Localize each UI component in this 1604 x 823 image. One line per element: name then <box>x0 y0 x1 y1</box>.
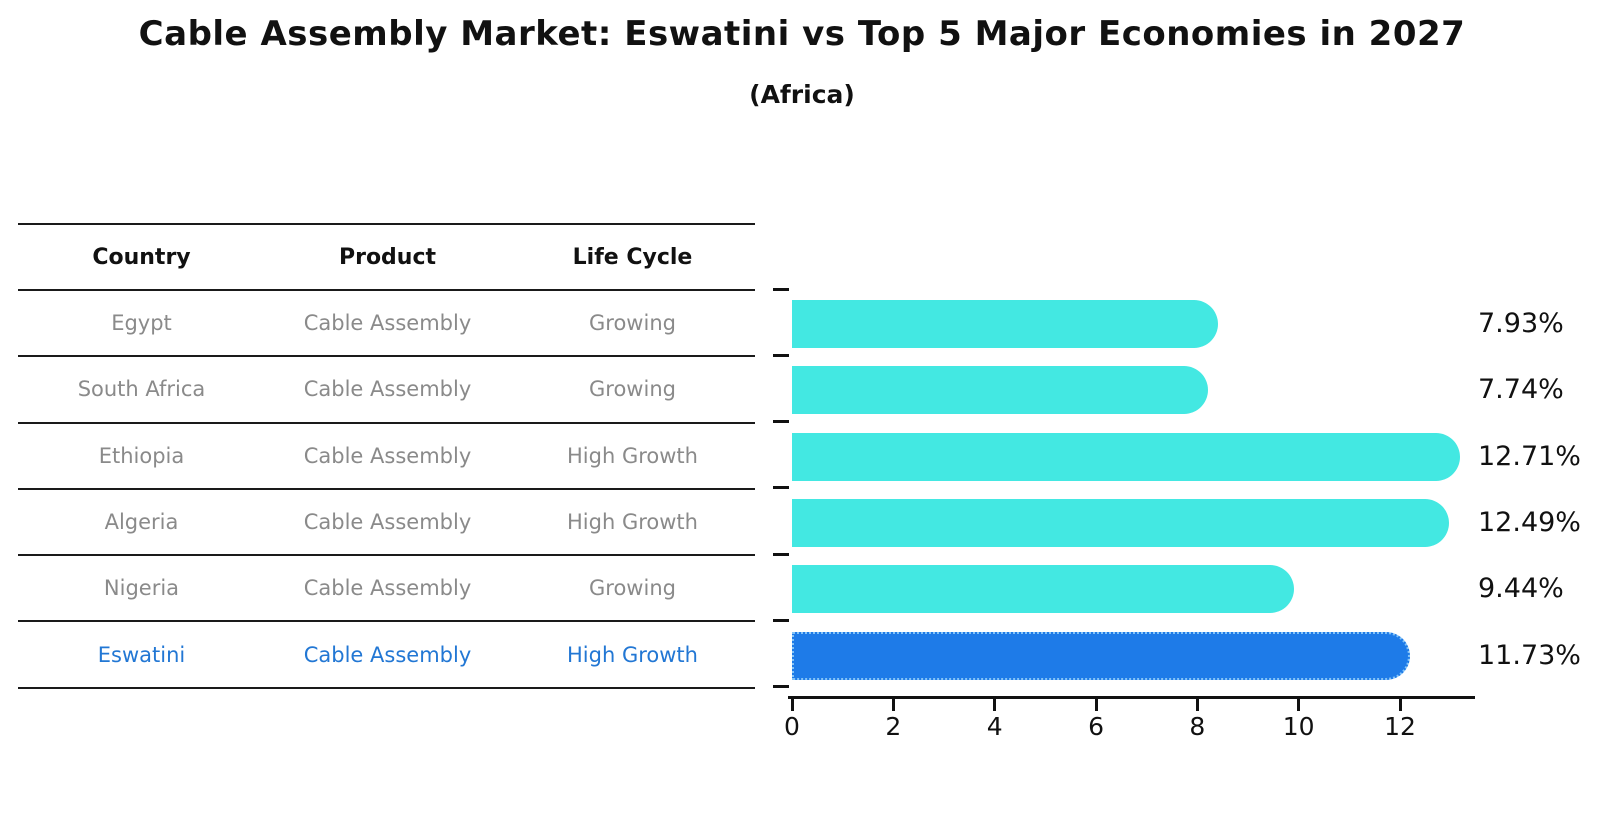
table-cell-lifecycle: High Growth <box>567 443 698 468</box>
bar-value-label: 7.93% <box>1478 308 1564 339</box>
table-cell-country: Algeria <box>104 510 179 535</box>
bar-south-africa <box>792 366 1209 415</box>
table-cell-product: Cable Assembly <box>303 510 472 535</box>
table-cell-product: Cable Assembly <box>303 377 472 402</box>
table-cell-product: Cable Assembly <box>303 576 472 601</box>
chart-title: Cable Assembly Market: Eswatini vs Top 5… <box>138 14 1466 54</box>
table-header-country: Country <box>92 244 191 270</box>
x-axis-tick-label: 0 <box>784 712 800 741</box>
x-axis-line <box>788 696 1475 699</box>
table-row: South Africa Cable Assembly Growing <box>18 357 755 424</box>
table-header-product: Product <box>338 244 437 270</box>
y-axis-tick <box>773 353 789 357</box>
x-axis-tick-label: 6 <box>1088 712 1104 741</box>
bar-algeria <box>792 498 1449 547</box>
bar-value-label: 12.71% <box>1478 440 1581 472</box>
table-header-lifecycle: Life Cycle <box>572 244 693 270</box>
x-axis-tick <box>891 699 895 711</box>
x-axis-tick <box>1195 699 1199 711</box>
bar-value-label: 9.44% <box>1478 573 1564 605</box>
table-cell-lifecycle: Growing <box>589 311 676 336</box>
x-axis-tick-label: 10 <box>1282 712 1315 741</box>
country-table: Country Product Life Cycle Egypt Cable As… <box>18 223 755 689</box>
bar-value-label: 12.49% <box>1478 506 1581 538</box>
bar-nigeria <box>792 565 1295 614</box>
bar-ethiopia <box>792 432 1461 481</box>
table-cell-country: Egypt <box>111 311 172 336</box>
table-cell-product: Cable Assembly <box>303 443 472 468</box>
table-cell-lifecycle: High Growth <box>567 510 698 535</box>
table-cell-country: Eswatini <box>97 642 186 667</box>
table-header-row: Country Product Life Cycle <box>18 225 755 291</box>
y-axis-tick <box>773 486 789 490</box>
chart-subtitle: (Africa) <box>749 80 855 109</box>
x-axis-tick-label: 4 <box>986 712 1003 741</box>
bar-egypt <box>792 300 1218 348</box>
table-cell-lifecycle: High Growth <box>567 642 698 667</box>
table-cell-country: Nigeria <box>103 576 180 601</box>
table-row: Nigeria Cable Assembly Growing <box>18 556 755 623</box>
x-axis-tick <box>1398 699 1402 711</box>
bar-value-label: 7.74% <box>1478 374 1564 406</box>
y-axis-tick <box>773 685 789 689</box>
table-body: Egypt Cable Assembly Growing South Africa Ca… <box>18 291 755 689</box>
bar-value-label: 11.73% <box>1478 639 1581 671</box>
x-axis-tick-label: 2 <box>885 712 902 741</box>
x-axis-tick-label: 8 <box>1189 712 1206 741</box>
x-axis-tick <box>993 699 997 711</box>
table-cell-country: Ethiopia <box>98 443 185 468</box>
table-row: Egypt Cable Assembly Growing <box>18 291 755 358</box>
table-row: Ethiopia Cable Assembly High Growth <box>18 424 755 490</box>
table-cell-lifecycle: Growing <box>589 576 676 601</box>
x-axis-tick-label: 12 <box>1384 712 1416 741</box>
x-axis-tick <box>1094 699 1098 711</box>
table-row: Eswatini Cable Assembly High Growth <box>18 622 755 689</box>
y-axis-tick <box>773 619 789 622</box>
x-axis-tick <box>1297 699 1301 711</box>
table-cell-product: Cable Assembly <box>303 311 472 336</box>
table-cell-lifecycle: Growing <box>589 377 676 402</box>
x-axis-tick <box>790 699 794 711</box>
table-row: Algeria Cable Assembly High Growth <box>18 490 755 557</box>
y-axis-tick <box>773 420 789 424</box>
bar-highlight-eswatini <box>792 631 1411 680</box>
y-axis-tick <box>773 287 789 291</box>
y-axis-tick <box>773 552 789 556</box>
table-cell-product: Cable Assembly <box>303 642 472 667</box>
table-cell-country: South Africa <box>77 377 206 402</box>
